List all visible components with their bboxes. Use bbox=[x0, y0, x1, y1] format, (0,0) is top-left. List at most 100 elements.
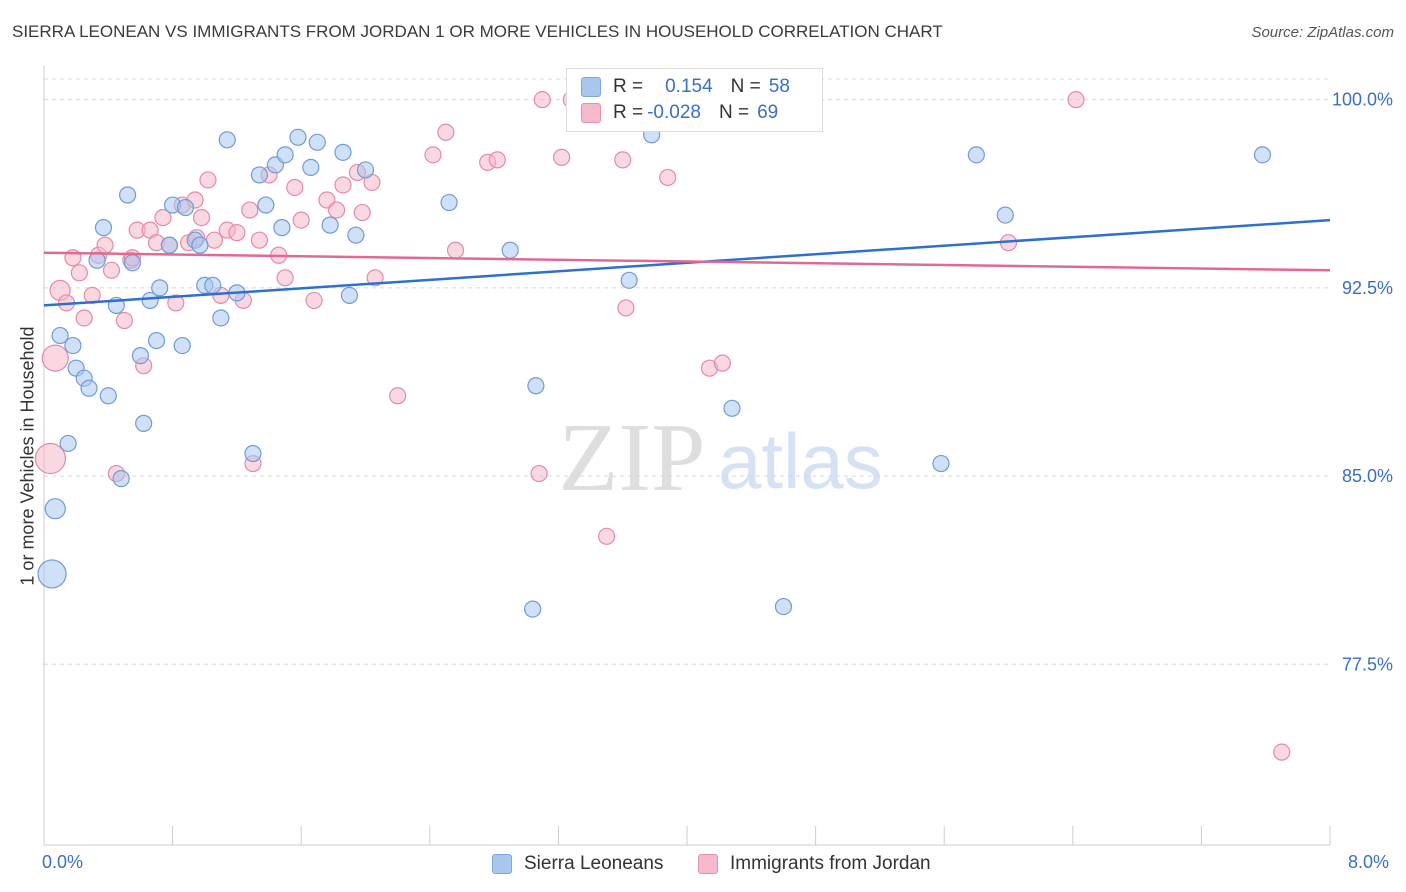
point-jordan bbox=[102, 261, 121, 279]
point-jordan bbox=[96, 236, 114, 254]
y-axis-label: 1 or more Vehicles in Household bbox=[17, 326, 38, 586]
point-sierra-leonean bbox=[276, 146, 294, 164]
point-sierra-leonean bbox=[212, 309, 230, 327]
x-min-label: 0.0% bbox=[42, 852, 84, 872]
point-sierra-leonean bbox=[151, 279, 169, 297]
point-sierra-leonean bbox=[302, 158, 320, 177]
legend-n-value: 69 bbox=[757, 102, 779, 123]
point-sierra-leonean bbox=[440, 193, 458, 212]
legend-r-label: R = bbox=[613, 102, 644, 123]
point-sierra-leonean bbox=[44, 498, 66, 520]
point-jordan bbox=[167, 294, 185, 312]
point-sierra-leonean bbox=[112, 469, 130, 488]
point-sierra-leonean bbox=[996, 206, 1014, 224]
point-jordan bbox=[353, 203, 371, 222]
point-sierra-leonean bbox=[131, 347, 150, 365]
point-sierra-leonean bbox=[141, 291, 159, 310]
point-jordan bbox=[334, 176, 352, 194]
x-max-label: 8.0% bbox=[1348, 852, 1390, 872]
point-sierra-leonean bbox=[218, 131, 236, 149]
point-jordan bbox=[199, 171, 217, 189]
point-sierra-leonean bbox=[51, 326, 69, 345]
point-sierra-leonean bbox=[527, 377, 545, 395]
point-sierra-leonean bbox=[191, 236, 209, 254]
legend-label-jordan: Immigrants from Jordan bbox=[730, 853, 931, 874]
point-sierra-leonean bbox=[620, 271, 638, 289]
point-sierra-leonean bbox=[273, 219, 291, 237]
point-sierra-leonean bbox=[147, 331, 166, 350]
legend-n-label: N = bbox=[718, 102, 750, 123]
legend-r-value: -0.028 bbox=[647, 102, 701, 123]
point-sierra-leonean bbox=[321, 216, 339, 234]
legend-item-sierra-leoneans[interactable]: Sierra Leoneans bbox=[492, 852, 663, 876]
correlation-legend: R = 0.154 N = 58 R = -0.028 N = 69 bbox=[566, 68, 823, 132]
point-jordan bbox=[659, 168, 677, 187]
point-sierra-leonean bbox=[289, 128, 307, 146]
point-jordan bbox=[424, 146, 442, 164]
y-tick-label: 77.5% bbox=[1342, 654, 1393, 674]
point-jordan bbox=[241, 201, 259, 219]
point-sierra-leonean bbox=[257, 196, 275, 214]
point-sierra-leonean bbox=[308, 133, 326, 151]
point-sierra-leonean bbox=[524, 600, 542, 618]
trend-lines bbox=[43, 218, 1331, 307]
point-sierra-leonean bbox=[334, 143, 352, 161]
point-jordan bbox=[530, 464, 548, 483]
point-jordan bbox=[34, 442, 67, 475]
point-jordan bbox=[713, 354, 731, 372]
point-sierra-leonean bbox=[204, 276, 222, 294]
legend-swatch-jordan bbox=[581, 103, 601, 123]
point-jordan bbox=[292, 211, 310, 229]
point-sierra-leonean bbox=[118, 186, 137, 204]
y-tick-labels: 100.0% 92.5% 85.0% 77.5% bbox=[1332, 90, 1393, 675]
point-sierra-leonean bbox=[356, 161, 375, 179]
point-jordan bbox=[228, 224, 246, 242]
legend-r-label: R = bbox=[613, 76, 644, 97]
point-sierra-leonean bbox=[347, 226, 365, 244]
point-jordan bbox=[154, 208, 172, 227]
y-tick-label: 92.5% bbox=[1342, 278, 1393, 298]
data-points bbox=[34, 91, 1291, 761]
point-sierra-leonean bbox=[244, 444, 262, 463]
point-sierra-leonean bbox=[80, 379, 98, 397]
point-jordan bbox=[276, 269, 294, 287]
point-jordan bbox=[41, 344, 69, 372]
point-sierra-leonean bbox=[340, 286, 359, 304]
point-jordan bbox=[286, 178, 304, 197]
point-jordan bbox=[614, 151, 632, 169]
point-sierra-leonean bbox=[1253, 146, 1272, 164]
trend-line-jordan bbox=[43, 251, 1331, 272]
point-jordan bbox=[437, 123, 455, 141]
legend-swatch-sierra-leoneans bbox=[492, 854, 512, 874]
point-jordan bbox=[553, 148, 571, 166]
point-jordan bbox=[1067, 91, 1085, 109]
point-jordan bbox=[75, 309, 93, 327]
chart-title: SIERRA LEONEAN VS IMMIGRANTS FROM JORDAN… bbox=[12, 22, 943, 41]
point-jordan bbox=[366, 269, 384, 287]
legend-r-value: 0.154 bbox=[665, 76, 713, 97]
watermark-zip: ZIP bbox=[559, 404, 706, 512]
legend-item-jordan[interactable]: Immigrants from Jordan bbox=[698, 852, 931, 876]
point-sierra-leonean bbox=[774, 597, 793, 616]
trend-line-sierra-leoneans bbox=[43, 218, 1331, 307]
point-sierra-leonean bbox=[160, 236, 178, 254]
legend-row-sierra-leoneans: R = 0.154 N = 58 bbox=[581, 76, 790, 98]
point-sierra-leonean bbox=[135, 414, 153, 432]
point-sierra-leonean bbox=[123, 254, 142, 272]
point-sierra-leonean bbox=[723, 399, 741, 417]
y-tick-label: 85.0% bbox=[1342, 466, 1393, 486]
point-jordan bbox=[1273, 743, 1291, 761]
watermark-atlas: atlas bbox=[718, 417, 883, 505]
watermark: ZIP atlas bbox=[559, 404, 883, 512]
point-sierra-leonean bbox=[932, 454, 950, 473]
point-jordan bbox=[305, 291, 323, 310]
legend-row-jordan: R = -0.028 N = 69 bbox=[581, 102, 778, 124]
point-jordan bbox=[389, 387, 407, 405]
point-sierra-leonean bbox=[64, 336, 82, 355]
point-jordan bbox=[446, 241, 465, 259]
point-sierra-leonean bbox=[99, 387, 117, 405]
point-sierra-leonean bbox=[250, 166, 269, 184]
point-jordan bbox=[250, 231, 269, 249]
point-sierra-leonean bbox=[173, 336, 191, 355]
